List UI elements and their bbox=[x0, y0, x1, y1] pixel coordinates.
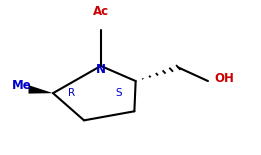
Text: R: R bbox=[68, 88, 75, 98]
Text: S: S bbox=[116, 88, 122, 98]
Text: Me: Me bbox=[12, 79, 32, 92]
Text: OH: OH bbox=[215, 72, 234, 84]
Text: N: N bbox=[96, 63, 106, 76]
Text: Ac: Ac bbox=[93, 4, 109, 18]
Polygon shape bbox=[28, 85, 53, 94]
